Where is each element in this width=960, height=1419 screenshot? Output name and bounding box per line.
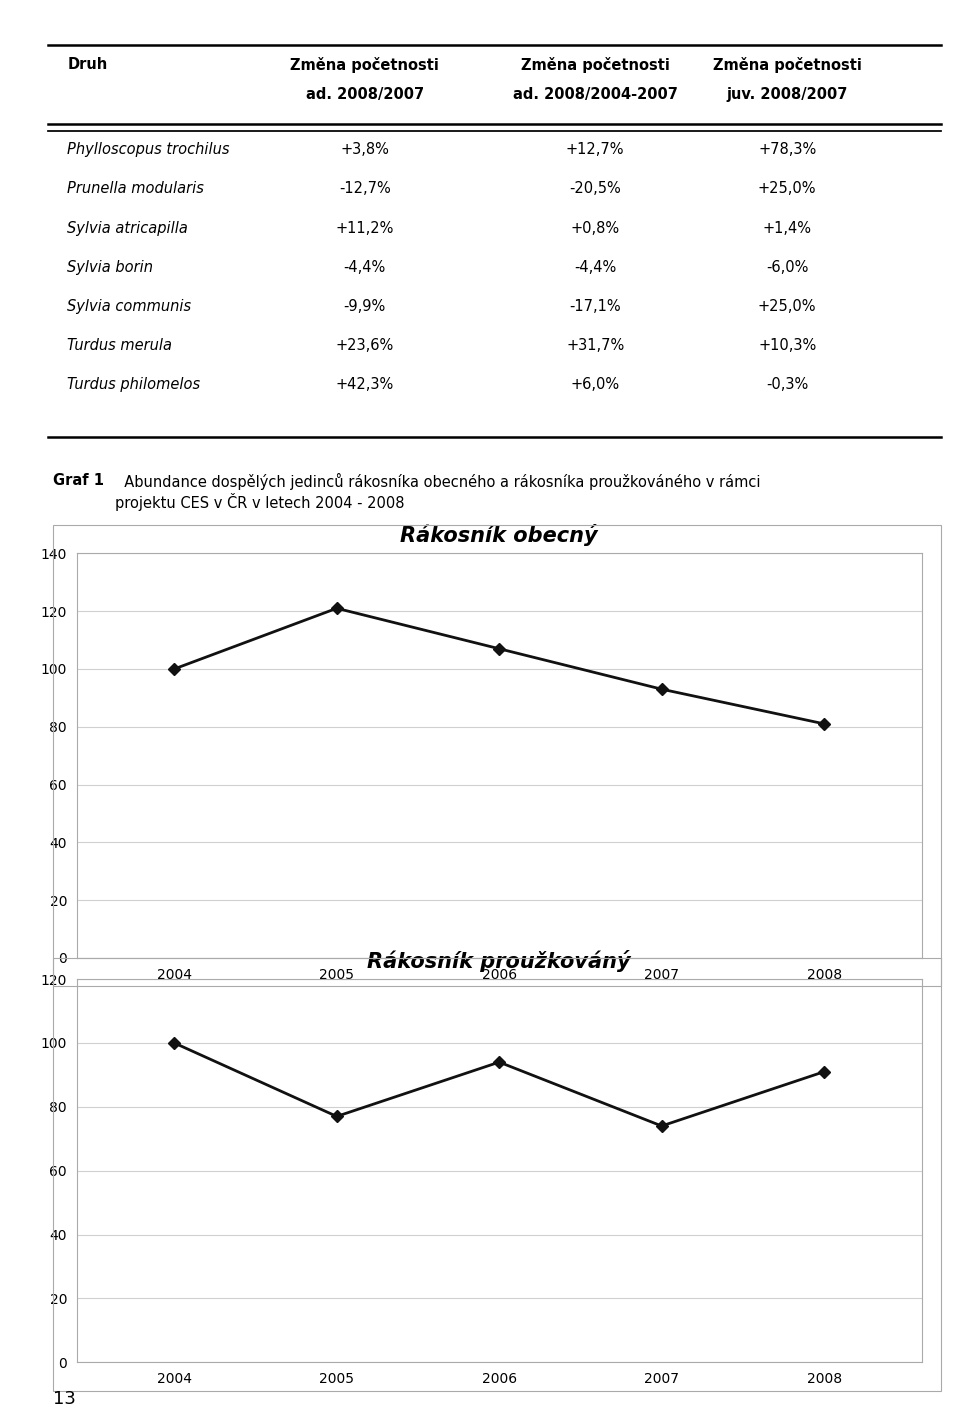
Text: -0,3%: -0,3% xyxy=(766,377,808,392)
Text: +12,7%: +12,7% xyxy=(566,142,624,158)
Text: +31,7%: +31,7% xyxy=(566,338,624,353)
Text: +23,6%: +23,6% xyxy=(336,338,394,353)
Text: 13: 13 xyxy=(53,1389,76,1408)
Text: +25,0%: +25,0% xyxy=(758,182,816,196)
Text: +25,0%: +25,0% xyxy=(758,299,816,314)
Title: Rákosník proužkováný: Rákosník proužkováný xyxy=(368,949,631,972)
Text: +0,8%: +0,8% xyxy=(570,220,620,236)
Text: Sylvia atricapilla: Sylvia atricapilla xyxy=(67,220,188,236)
Text: Druh: Druh xyxy=(67,57,108,72)
Text: +10,3%: +10,3% xyxy=(758,338,816,353)
Text: Sylvia borin: Sylvia borin xyxy=(67,260,154,275)
Text: -9,9%: -9,9% xyxy=(344,299,386,314)
Text: Abundance dospělých jedinců rákosníka obecného a rákosníka proužkováného v rámci: Abundance dospělých jedinců rákosníka ob… xyxy=(115,473,760,511)
Text: -4,4%: -4,4% xyxy=(344,260,386,275)
Text: -20,5%: -20,5% xyxy=(569,182,621,196)
Title: Rákosník obecný: Rákosník obecný xyxy=(400,524,598,546)
Text: -4,4%: -4,4% xyxy=(574,260,616,275)
Text: Phylloscopus trochilus: Phylloscopus trochilus xyxy=(67,142,229,158)
Text: +11,2%: +11,2% xyxy=(336,220,394,236)
Text: Turdus merula: Turdus merula xyxy=(67,338,172,353)
Text: -12,7%: -12,7% xyxy=(339,182,391,196)
Text: Prunella modularis: Prunella modularis xyxy=(67,182,204,196)
Text: +42,3%: +42,3% xyxy=(336,377,394,392)
Text: Sylvia communis: Sylvia communis xyxy=(67,299,191,314)
Text: +6,0%: +6,0% xyxy=(570,377,620,392)
Text: -6,0%: -6,0% xyxy=(766,260,808,275)
Text: Změna početnosti: Změna početnosti xyxy=(520,57,670,72)
Text: Změna početnosti: Změna početnosti xyxy=(290,57,440,72)
Text: Turdus philomelos: Turdus philomelos xyxy=(67,377,201,392)
Text: juv. 2008/2007: juv. 2008/2007 xyxy=(727,87,848,102)
Text: +1,4%: +1,4% xyxy=(762,220,812,236)
Text: +3,8%: +3,8% xyxy=(341,142,389,158)
Text: ad. 2008/2007: ad. 2008/2007 xyxy=(305,87,424,102)
Text: ad. 2008/2004-2007: ad. 2008/2004-2007 xyxy=(513,87,678,102)
Text: Změna početnosti: Změna početnosti xyxy=(712,57,862,72)
Text: Graf 1: Graf 1 xyxy=(53,473,104,488)
Text: +78,3%: +78,3% xyxy=(758,142,816,158)
Text: -17,1%: -17,1% xyxy=(569,299,621,314)
